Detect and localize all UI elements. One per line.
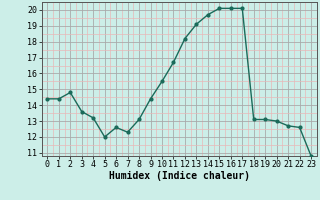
X-axis label: Humidex (Indice chaleur): Humidex (Indice chaleur): [109, 171, 250, 181]
